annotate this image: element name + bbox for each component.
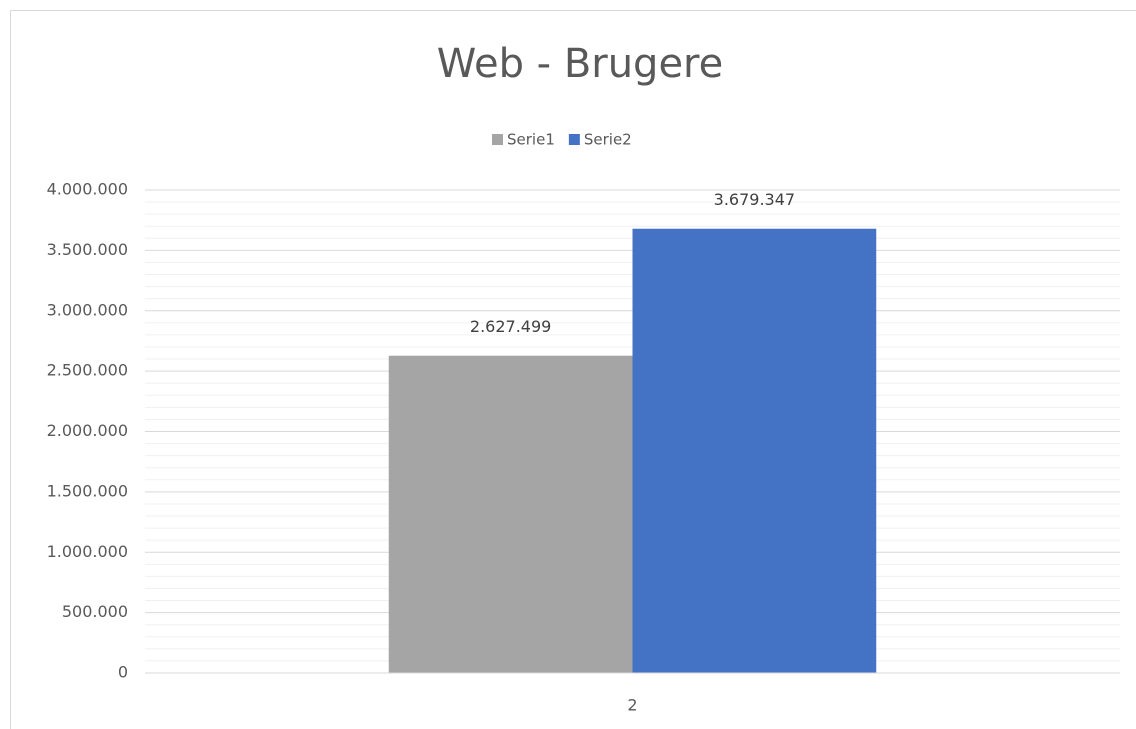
x-tick-label: 2	[627, 696, 637, 715]
y-tick-label: 0	[118, 663, 128, 682]
value-label: 3.679.347	[714, 190, 795, 209]
legend-label: Serie1	[507, 131, 555, 149]
y-tick-label: 1.000.000	[47, 542, 128, 561]
chart-title: Web - Brugere	[437, 41, 723, 87]
y-tick-label: 3.500.000	[47, 240, 128, 259]
y-tick-label: 500.000	[62, 602, 128, 621]
value-label: 2.627.499	[470, 317, 551, 336]
legend-swatch	[492, 134, 503, 145]
y-tick-label: 2.000.000	[47, 421, 128, 440]
legend-swatch	[568, 134, 580, 145]
y-tick-label: 1.500.000	[47, 481, 128, 500]
y-tick-label: 4.000.000	[47, 180, 128, 199]
bar	[632, 228, 877, 673]
legend-label: Serie2	[584, 131, 632, 149]
bar	[388, 355, 633, 673]
y-tick-label: 3.000.000	[47, 300, 128, 319]
y-tick-label: 2.500.000	[47, 361, 128, 380]
